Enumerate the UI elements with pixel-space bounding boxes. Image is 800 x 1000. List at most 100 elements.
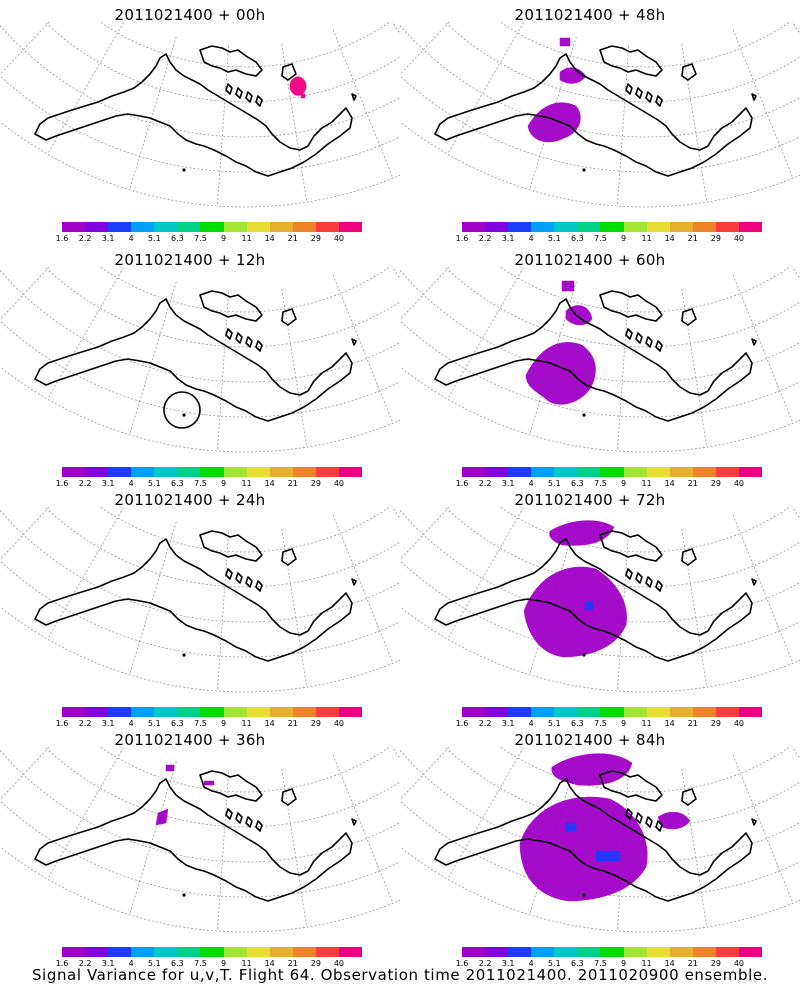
coastline: [255, 820, 263, 832]
colorbar-swatch: [338, 467, 363, 477]
coastline: [599, 290, 663, 322]
colorbar-swatch: [577, 947, 601, 957]
island-dot: [582, 168, 586, 172]
colorbar-swatch: [315, 947, 339, 957]
colorbar-tick-label: 9: [220, 719, 227, 728]
longitude-gridline: [217, 771, 229, 932]
colorbar-swatch: [462, 467, 486, 477]
colorbar-tick-label: 11: [641, 719, 652, 728]
coastline: [635, 572, 643, 584]
map: [400, 507, 800, 693]
colorbar-tick-label: 4: [528, 234, 534, 243]
colorbar-tick-label: 7.5: [594, 959, 607, 968]
colorbar: [462, 947, 763, 957]
colorbar: [62, 222, 363, 232]
colorbar-tick-label: 3.1: [101, 479, 115, 488]
panel-36h: 2011021400 + 36h 1.6 2.2 3.1 4 5.1 6.3 7.5 9 11 1…: [0, 725, 400, 970]
colorbar-tick-label: 3.1: [101, 234, 115, 243]
coastline: [255, 95, 263, 107]
island-dot: [182, 413, 186, 417]
coastline: [625, 808, 633, 820]
panel-24h: 2011021400 + 24h 1.6 2.2 3.1 4 5.1 6.3 7.5 9 11 1…: [0, 485, 400, 730]
coastline: [645, 816, 653, 828]
colorbar-swatch: [669, 707, 693, 717]
coastline: [434, 53, 753, 177]
colorbar-tick-label: 40: [333, 719, 345, 728]
panel-title: 2011021400 + 84h: [514, 731, 666, 749]
colorbar-tick-label: 9: [220, 959, 227, 968]
longitude-gridline: [47, 747, 125, 880]
coastline: [655, 820, 663, 832]
colorbar-tick-label: 11: [641, 234, 652, 243]
colorbar-swatch: [623, 707, 647, 717]
colorbar-swatch: [200, 222, 224, 232]
colorbar-tick-label: 21: [287, 234, 298, 243]
colorbar-tick-label: 21: [687, 719, 698, 728]
colorbar-tick-label: 9: [220, 234, 227, 243]
colorbar-swatch: [246, 707, 270, 717]
signal-variance-region: [300, 93, 306, 99]
colorbar-swatch: [154, 467, 178, 477]
colorbar-swatch: [292, 707, 316, 717]
colorbar-labels: 1.6 2.2 3.1 4 5.1 6.3 7.5 9 11 14 21 29 40: [56, 959, 362, 969]
colorbar-swatch: [577, 707, 601, 717]
colorbar-tick-label: 7.5: [194, 479, 207, 488]
colorbar-swatch: [462, 947, 486, 957]
map: [400, 22, 800, 208]
coastline: [245, 336, 253, 348]
colorbar-tick-label: 21: [287, 719, 298, 728]
colorbar-swatch: [108, 222, 132, 232]
colorbar-tick-label: 14: [264, 479, 275, 488]
coastline: [599, 45, 663, 77]
colorbar-tick-label: 2.2: [78, 234, 92, 243]
coastline: [625, 328, 633, 340]
longitude-gridline: [529, 761, 577, 915]
panel-60h: 2011021400 + 60h 1.6 2.2 3.1 4 5.1 6.3 7.5 9 11 1…: [400, 245, 800, 490]
colorbar-swatch: [623, 467, 647, 477]
colorbar-swatch: [692, 707, 716, 717]
colorbar-swatch: [554, 707, 578, 717]
coastline: [255, 340, 263, 352]
colorbar-swatch: [269, 947, 293, 957]
colorbar-tick-label: 14: [664, 719, 675, 728]
colorbar-swatch: [692, 467, 716, 477]
colorbar-tick-label: 1.6: [455, 234, 469, 243]
colorbar-tick-label: 7.5: [194, 234, 207, 243]
colorbar-swatch: [85, 467, 109, 477]
colorbar-tick-label: 2.2: [78, 959, 92, 968]
colorbar-tick-label: 11: [241, 234, 252, 243]
coastline: [235, 572, 243, 584]
coastline: [235, 87, 243, 99]
colorbar-swatch: [508, 222, 532, 232]
colorbar-tick-label: 5.1: [147, 959, 161, 968]
colorbar: [462, 707, 763, 717]
colorbar-swatch: [738, 947, 763, 957]
map: [400, 267, 800, 453]
coastline: [681, 548, 697, 566]
coastline: [245, 816, 253, 828]
longitude-gridline: [391, 747, 400, 760]
signal-variance-region: [559, 67, 587, 84]
colorbar-swatch: [200, 947, 224, 957]
panel-title: 2011021400 + 60h: [514, 251, 666, 269]
longitude-gridline: [447, 747, 525, 880]
longitude-gridline: [400, 507, 450, 561]
colorbar-tick-label: 14: [664, 479, 675, 488]
colorbar-labels: 1.6 2.2 3.1 4 5.1 6.3 7.5 9 11 14 21 29 40: [456, 959, 762, 969]
signal-variance-region: [559, 37, 571, 47]
coastline: [645, 91, 653, 103]
longitude-gridline: [332, 514, 394, 664]
longitude-gridline: [0, 22, 50, 76]
colorbar-tick-label: 21: [687, 959, 698, 968]
colorbar-swatch: [338, 947, 363, 957]
coastline: [635, 812, 643, 824]
longitude-gridline: [400, 22, 450, 33]
longitude-gridline: [791, 267, 800, 280]
longitude-gridline: [47, 267, 125, 400]
colorbar-swatch: [85, 222, 109, 232]
coastline: [655, 340, 663, 352]
colorbar-swatch: [669, 222, 693, 232]
panel-title: 2011021400 + 24h: [114, 491, 266, 509]
island-dot: [182, 168, 186, 172]
longitude-gridline: [0, 507, 50, 561]
